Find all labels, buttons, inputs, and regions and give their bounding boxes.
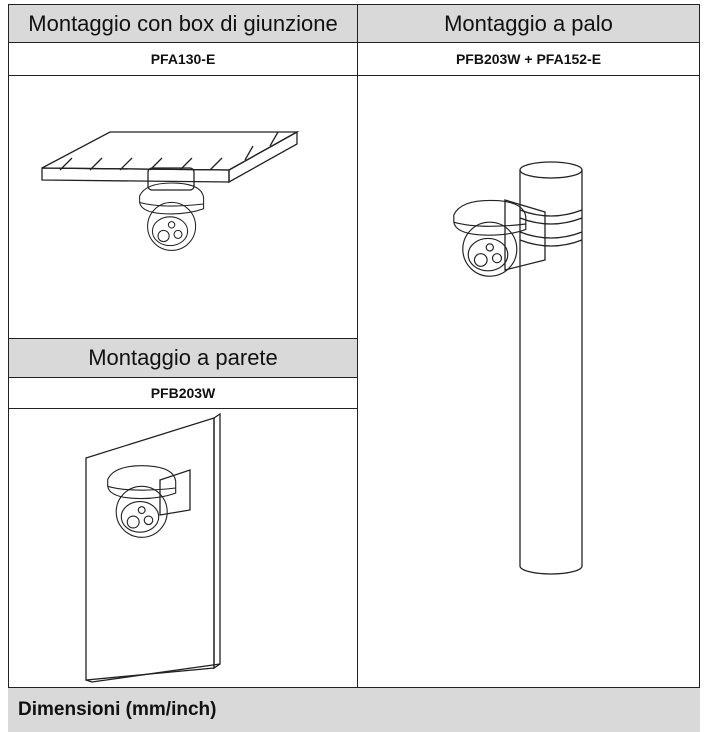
column-header: Montaggio con box di giunzione <box>8 4 358 43</box>
ceiling-illustration <box>41 130 300 251</box>
wall-illustration <box>85 412 221 683</box>
model-label: PFB203W <box>8 377 358 409</box>
image-cell <box>8 408 358 688</box>
sub-header: Montaggio a parete <box>8 338 358 378</box>
section-title: Dimensioni (mm/inch) <box>8 688 700 732</box>
model-label: PFA130-E <box>8 42 358 76</box>
pole-illustration <box>453 161 583 575</box>
